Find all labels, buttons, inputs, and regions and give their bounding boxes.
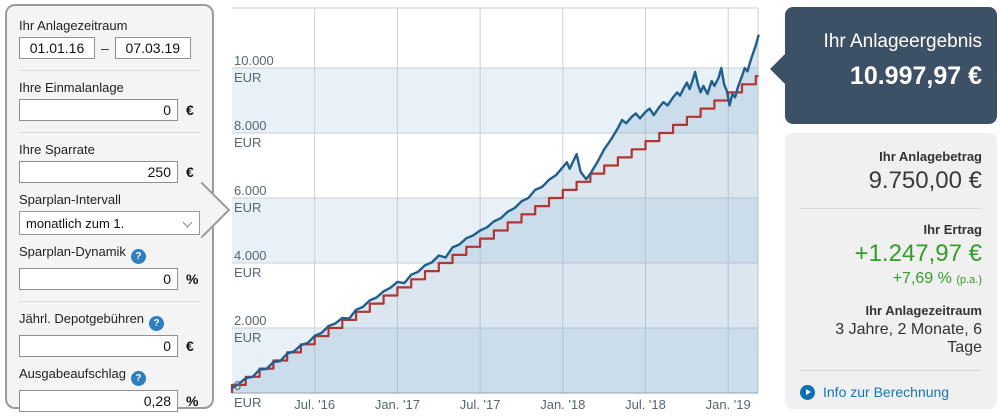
x-tick-label: Jan. '19 — [706, 397, 751, 412]
y-tick-label: 4.000 — [234, 248, 267, 263]
divider — [800, 208, 982, 209]
load-input[interactable] — [19, 390, 178, 412]
fees-unit: € — [186, 338, 194, 354]
info-link[interactable]: Info zur Berechnung — [800, 384, 982, 400]
interval-label: Sparplan-Intervall — [19, 192, 121, 207]
series-area — [232, 35, 759, 393]
y-tick-unit: EUR — [234, 200, 261, 215]
divider — [800, 370, 982, 371]
y-tick-unit: EUR — [234, 330, 261, 345]
period-label: Ihr Anlagezeitraum — [19, 18, 128, 33]
lump-sum-label: Ihre Einmalanlage — [19, 80, 124, 95]
help-icon[interactable]: ? — [149, 316, 165, 331]
dynamics-label: Sparplan-Dynamik — [19, 244, 126, 259]
load-unit: % — [186, 393, 199, 409]
result-title: Ihr Anlageergebnis — [823, 31, 982, 52]
x-tick-label: Jul. '17 — [460, 397, 501, 412]
period-dash: – — [101, 40, 109, 56]
earnings-rate: +7,69 % — [892, 270, 952, 287]
y-tick-label: 8.000 — [234, 118, 267, 133]
divider — [19, 70, 200, 71]
earnings-value: +1.247,97 € — [854, 240, 982, 267]
fees-label: Jährl. Depotgebühren — [19, 311, 145, 326]
period-to-input[interactable] — [114, 37, 191, 59]
y-tick-label: 2.000 — [234, 313, 267, 328]
savings-rate-unit: € — [186, 164, 194, 180]
x-tick-label: Jan. '17 — [375, 397, 420, 412]
y-tick-label: 10.000 — [234, 53, 274, 68]
load-label: Ausgabeaufschlag — [19, 366, 126, 381]
amount-label: Ihr Anlagebetrag — [879, 149, 982, 164]
help-icon[interactable]: ? — [130, 249, 146, 264]
earnings-label: Ihr Ertrag — [923, 222, 982, 237]
result-card: Ihr Anlagebetrag 9.750,00 € Ihr Ertrag +… — [785, 133, 997, 409]
input-panel: Ihr Anlagezeitraum – Ihre Einmalanlage €… — [5, 4, 231, 412]
dynamics-input[interactable] — [19, 268, 178, 290]
divider — [19, 132, 200, 133]
x-tick-label: Jul. '16 — [294, 397, 335, 412]
dynamics-unit: % — [186, 271, 199, 287]
x-tick-label: Jan. '18 — [540, 397, 585, 412]
amount-value: 9.750,00 € — [868, 167, 982, 194]
y-tick-unit: EUR — [234, 395, 261, 410]
interval-select[interactable]: monatlich zum 1. — [19, 211, 200, 235]
y-tick-unit: EUR — [234, 135, 261, 150]
play-icon — [800, 384, 815, 400]
chart-band — [232, 328, 758, 393]
result-total-value: 10.997,97 € — [849, 62, 982, 90]
x-tick-label: Jul. '18 — [625, 397, 666, 412]
series-line-blue — [230, 34, 760, 390]
info-link-label: Info zur Berechnung — [823, 384, 950, 400]
divider — [19, 301, 200, 302]
lump-sum-input[interactable] — [19, 99, 178, 121]
y-tick-unit: EUR — [234, 265, 261, 280]
y-tick-label: 0 — [234, 378, 241, 393]
lump-sum-unit: € — [186, 102, 194, 118]
result-header: Ihr Anlageergebnis 10.997,97 € — [770, 7, 997, 124]
savings-rate-label: Ihre Sparrate — [19, 142, 95, 157]
earnings-rate-suffix: (p.a.) — [956, 274, 982, 286]
savings-rate-input[interactable] — [19, 161, 178, 183]
duration-value: 3 Jahre, 2 Monate, 6 Tage — [835, 321, 982, 356]
help-icon[interactable]: ? — [130, 371, 146, 386]
y-tick-unit: EUR — [234, 70, 261, 85]
y-tick-label: 6.000 — [234, 183, 267, 198]
duration-label: Ihr Anlagezeitraum — [865, 303, 982, 318]
fees-input[interactable] — [19, 335, 178, 357]
period-from-input[interactable] — [19, 37, 95, 59]
